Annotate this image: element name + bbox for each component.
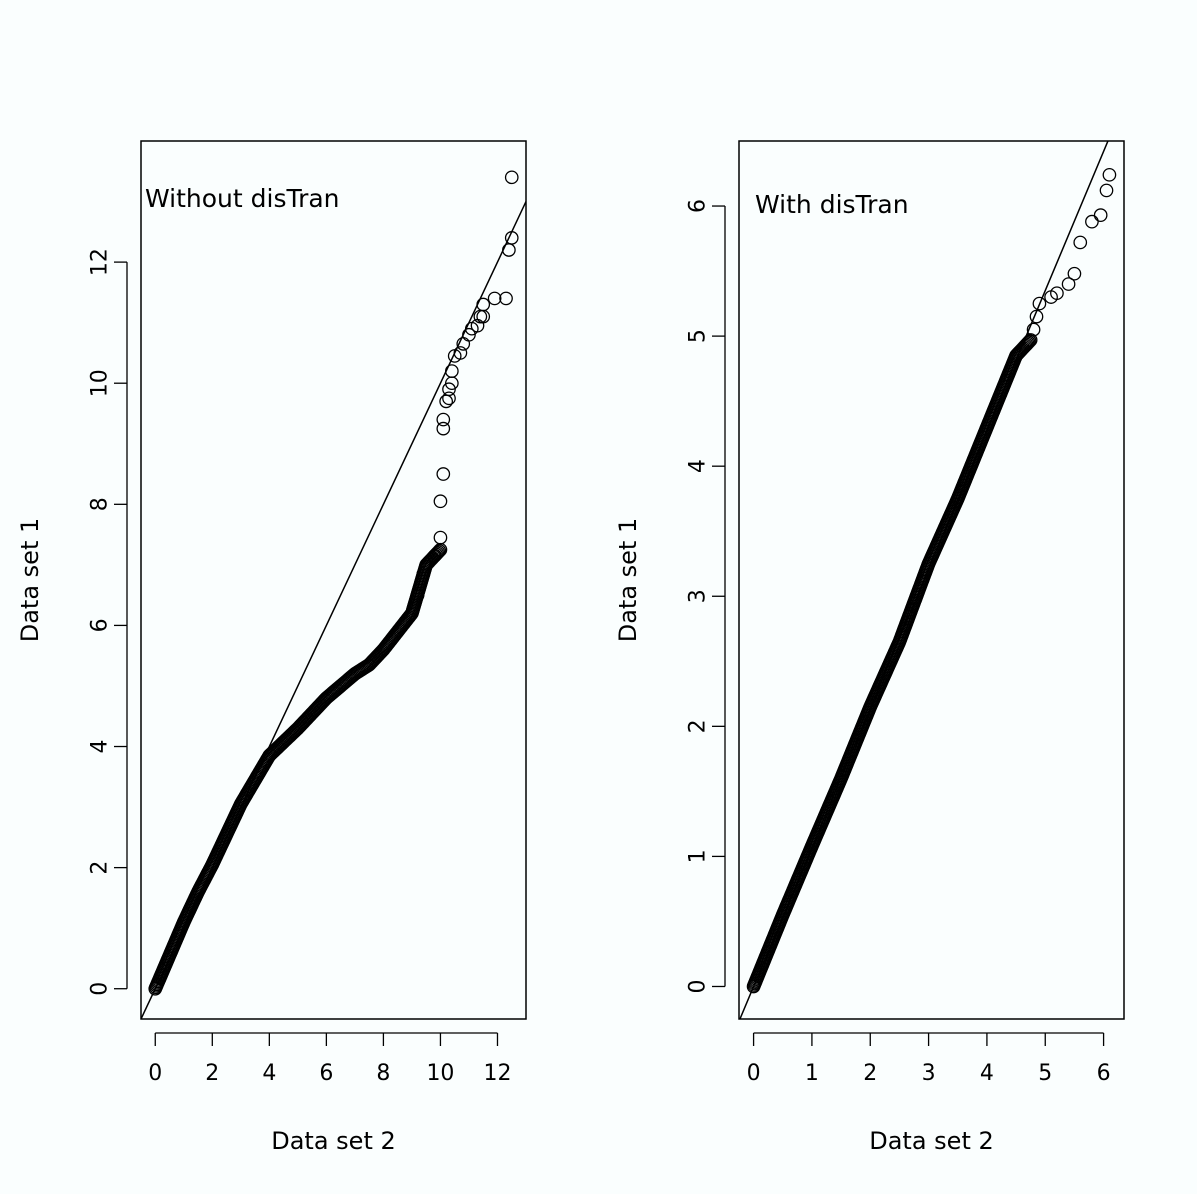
data-point <box>439 394 453 409</box>
right-panel-with-distran: 0 1 2 3 4 5 6 0 1 2 3 4 5 6 Data set 2 Data set 1 With d… <box>614 140 1125 1155</box>
data-point <box>1026 322 1041 337</box>
data-point <box>1102 167 1117 182</box>
data-point <box>1023 333 1038 347</box>
x-tick-label: 8 <box>376 1061 390 1086</box>
data-point <box>504 231 519 245</box>
data-point <box>442 382 456 397</box>
data-point <box>1050 286 1064 301</box>
data-point <box>436 467 451 481</box>
y-axis-title: Data set 1 <box>614 518 642 643</box>
data-point <box>1032 296 1047 311</box>
x-tick-label: 3 <box>922 1061 936 1086</box>
data-point <box>429 547 443 562</box>
y-tick-label: 8 <box>88 497 113 511</box>
x-tick-label: 2 <box>205 1061 219 1086</box>
y-tick-label: 3 <box>686 589 711 603</box>
left-panel-without-distran: 0 2 4 6 8 10 12 0 2 4 6 8 10 12 Data set 2 Data set 1 Wi… <box>16 140 527 1155</box>
y-tick-label: 2 <box>88 861 113 875</box>
data-point <box>1029 309 1044 324</box>
data-point <box>1099 183 1114 198</box>
y-tick-label: 1 <box>686 849 711 863</box>
plot-area <box>739 141 1117 1019</box>
data-point <box>436 421 451 436</box>
data-point <box>410 588 425 602</box>
data-point <box>1093 208 1108 222</box>
x-tick-label: 4 <box>980 1061 994 1086</box>
panel-annotation: Without disTran <box>145 184 340 213</box>
data-point <box>1067 266 1082 281</box>
data-point <box>1073 235 1088 250</box>
data-point <box>427 548 442 563</box>
data-point <box>1020 336 1035 351</box>
data-point <box>487 291 502 306</box>
data-point <box>431 545 446 559</box>
x-tick-label: 10 <box>426 1061 454 1086</box>
data-point <box>1085 214 1099 229</box>
data-point <box>432 544 447 558</box>
data-point <box>1061 277 1076 291</box>
x-tick-label: 5 <box>1038 1061 1052 1086</box>
data-point <box>476 309 491 324</box>
data-point <box>453 346 468 360</box>
data-point <box>442 391 456 406</box>
data-point <box>1019 337 1034 352</box>
y-tick-label: 5 <box>686 329 711 343</box>
data-point <box>436 412 451 427</box>
plot-frame <box>738 140 1125 1020</box>
data-point <box>504 170 519 185</box>
data-point <box>433 530 448 545</box>
x-tick-label: 12 <box>483 1061 511 1086</box>
x-axis-title: Data set 2 <box>869 1127 994 1155</box>
y-tick-label: 12 <box>88 248 113 276</box>
y-tick-label: 4 <box>686 459 711 473</box>
y-tick-label: 6 <box>686 199 711 213</box>
data-point <box>416 567 431 581</box>
x-tick-label: 6 <box>1097 1061 1111 1086</box>
x-tick-label: 6 <box>319 1061 333 1086</box>
plot-area <box>141 170 526 1019</box>
panel-annotation: With disTran <box>755 190 909 219</box>
x-tick-label: 0 <box>148 1061 162 1086</box>
y-tick-label: 4 <box>88 740 113 754</box>
x-tick-label: 0 <box>747 1061 761 1086</box>
data-point <box>444 364 459 378</box>
y-tick-label: 10 <box>88 369 113 397</box>
y-tick-label: 6 <box>88 618 113 632</box>
data-point <box>430 546 444 561</box>
y-tick-label: 2 <box>686 719 711 733</box>
data-point <box>1021 335 1036 350</box>
data-point <box>433 494 448 509</box>
x-tick-label: 4 <box>262 1061 276 1086</box>
y-tick-label: 0 <box>686 979 711 993</box>
x-axis-title: Data set 2 <box>271 1127 396 1155</box>
data-point <box>502 243 516 257</box>
x-tick-label: 2 <box>863 1061 877 1086</box>
data-point <box>476 297 491 312</box>
plot-frame <box>140 140 527 1020</box>
data-point <box>499 291 513 306</box>
y-axis-title: Data set 1 <box>16 518 44 643</box>
data-point <box>462 327 476 342</box>
x-tick-label: 1 <box>805 1061 819 1086</box>
y-tick-label: 0 <box>88 982 113 996</box>
data-point <box>473 309 488 324</box>
